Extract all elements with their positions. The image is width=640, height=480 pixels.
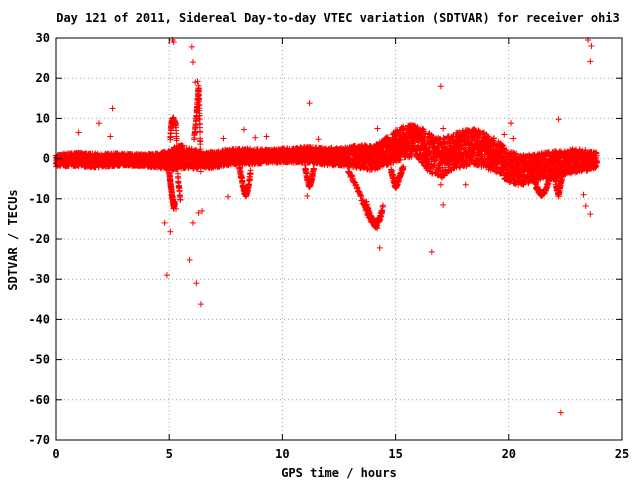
grid xyxy=(56,38,622,440)
data-points xyxy=(53,37,600,416)
chart-title: Day 121 of 2011, Sidereal Day-to-day VTE… xyxy=(56,11,620,25)
